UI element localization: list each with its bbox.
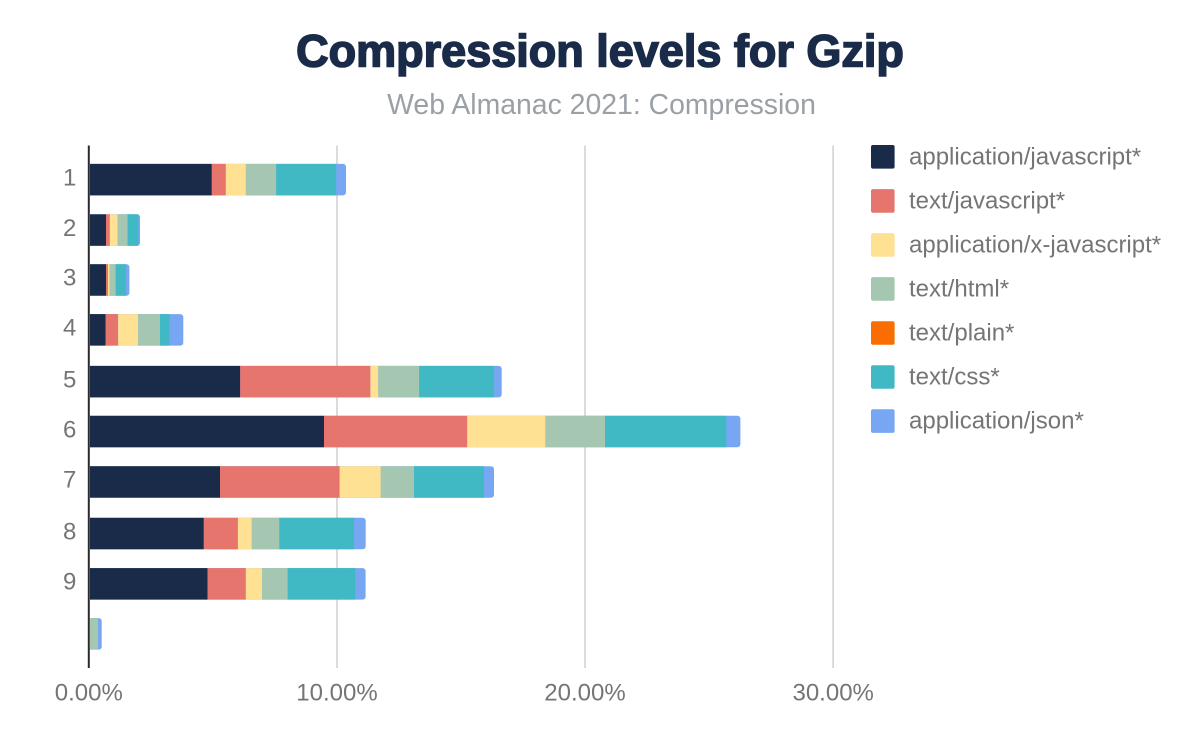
svg-text:2: 2: [63, 215, 76, 242]
svg-text:5: 5: [63, 366, 76, 393]
svg-text:4: 4: [63, 315, 76, 342]
svg-text:30.00%: 30.00%: [792, 679, 873, 706]
svg-text:text/css*: text/css*: [909, 364, 1000, 391]
svg-text:7: 7: [63, 467, 76, 494]
svg-text:0.00%: 0.00%: [55, 679, 123, 706]
svg-text:application/x-javascript*: application/x-javascript*: [909, 231, 1161, 258]
svg-text:text/plain*: text/plain*: [909, 320, 1014, 347]
svg-text:text/javascript*: text/javascript*: [909, 187, 1065, 214]
svg-text:application/json*: application/json*: [909, 408, 1084, 435]
svg-text:8: 8: [63, 518, 76, 545]
svg-text:1: 1: [63, 164, 76, 191]
svg-text:Web Almanac 2021: Compression: Web Almanac 2021: Compression: [387, 89, 816, 121]
svg-text:9: 9: [63, 569, 76, 596]
svg-text:20.00%: 20.00%: [544, 679, 625, 706]
svg-text:3: 3: [63, 265, 76, 292]
svg-text:application/javascript*: application/javascript*: [909, 143, 1141, 170]
svg-text:6: 6: [63, 416, 76, 443]
svg-text:10.00%: 10.00%: [296, 679, 377, 706]
svg-text:Compression levels for Gzip: Compression levels for Gzip: [296, 26, 904, 77]
svg-text:text/html*: text/html*: [909, 275, 1009, 302]
